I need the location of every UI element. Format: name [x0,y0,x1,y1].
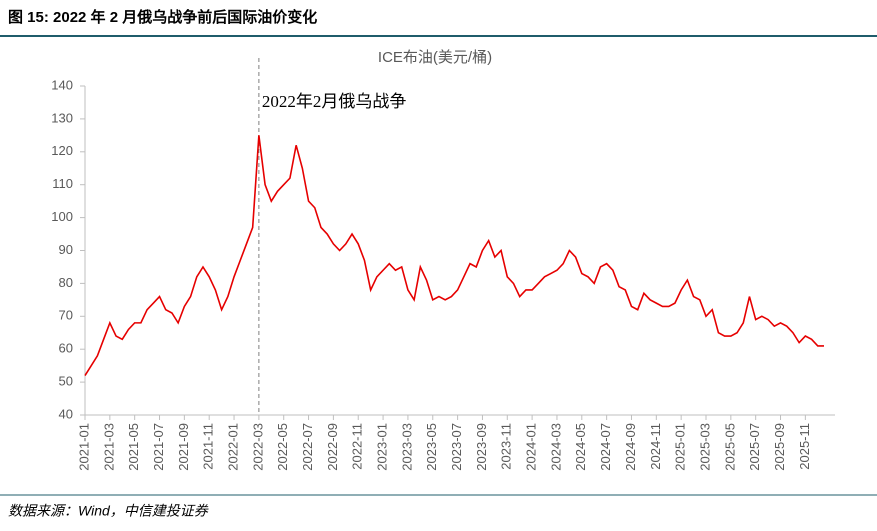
x-tick-label: 2023-09 [474,423,489,471]
x-tick-label: 2024-07 [598,423,613,471]
y-tick-label: 40 [59,406,73,421]
x-tick-label: 2022-03 [250,423,265,471]
x-tick-label: 2022-05 [275,423,290,471]
chart-title: 图 15: 2022 年 2 月俄乌战争前后国际油价变化 [8,8,317,26]
x-tick-label: 2025-11 [797,423,812,470]
x-tick-label: 2021-11 [201,423,216,470]
x-tick-label: 2022-09 [325,423,340,471]
y-tick-label: 80 [59,275,73,290]
x-tick-label: 2021-01 [76,423,91,471]
x-tick-label: 2025-05 [722,423,737,471]
x-tick-label: 2025-03 [697,423,712,471]
y-tick-label: 90 [59,242,73,257]
x-tick-label: 2025-07 [747,423,762,471]
x-tick-label: 2022-01 [225,423,240,471]
legend-label: ICE布油(美元/桶) [378,49,492,66]
x-tick-label: 2024-01 [524,423,539,471]
x-tick-label: 2023-01 [375,423,390,471]
annotation: 2022年2月俄乌战争 [262,92,407,111]
y-tick-label: 100 [51,209,73,224]
x-tick-label: 2024-11 [648,423,663,470]
x-tick-label: 2024-03 [548,423,563,471]
x-tick-label: 2022-11 [350,423,365,470]
y-tick-label: 60 [59,341,73,356]
y-tick-label: 120 [51,143,73,158]
source: 数据来源：Wind，中信建投证券 [8,503,209,519]
y-tick-label: 130 [51,110,73,125]
x-tick-label: 2024-05 [573,423,588,471]
x-tick-label: 2025-09 [772,423,787,471]
x-tick-label: 2022-07 [300,423,315,471]
y-tick-label: 70 [59,308,73,323]
price-line [84,135,824,376]
x-tick-label: 2024-09 [623,423,638,471]
x-tick-label: 2023-07 [449,423,464,471]
x-tick-label: 2023-11 [499,423,514,470]
x-tick-label: 2023-05 [424,423,439,471]
y-tick-label: 140 [51,77,73,92]
y-tick-label: 50 [59,374,73,389]
y-tick-label: 110 [52,176,73,191]
x-tick-label: 2021-03 [101,423,116,471]
x-tick-label: 2021-05 [126,423,141,471]
x-tick-label: 2021-09 [176,423,191,471]
x-tick-label: 2025-01 [673,423,688,471]
x-tick-label: 2023-03 [399,423,414,471]
x-tick-label: 2021-07 [151,423,166,471]
